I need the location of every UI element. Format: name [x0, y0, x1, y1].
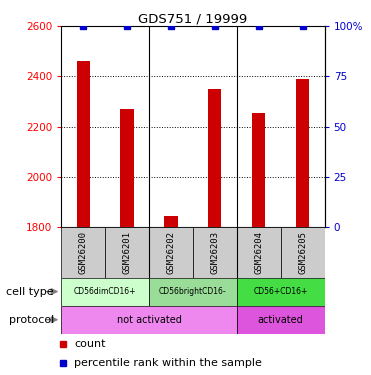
Bar: [76, 62, 90, 227]
Text: protocol: protocol: [9, 315, 54, 325]
Bar: [105, 227, 149, 278]
Bar: [61, 278, 149, 306]
Bar: [296, 79, 309, 227]
Bar: [208, 89, 221, 227]
Bar: [149, 278, 237, 306]
Text: count: count: [74, 339, 106, 349]
Text: GSM26204: GSM26204: [254, 231, 263, 274]
Text: cell type: cell type: [6, 286, 54, 297]
Text: GSM26202: GSM26202: [167, 231, 175, 274]
Bar: [237, 306, 325, 334]
Bar: [281, 227, 325, 278]
Text: CD56+CD16+: CD56+CD16+: [253, 287, 308, 296]
Bar: [252, 113, 265, 227]
Text: CD56dimCD16+: CD56dimCD16+: [74, 287, 137, 296]
Bar: [164, 216, 178, 227]
Text: GSM26200: GSM26200: [79, 231, 88, 274]
Text: GSM26201: GSM26201: [122, 231, 132, 274]
Bar: [193, 227, 237, 278]
Text: activated: activated: [258, 315, 303, 325]
Text: not activated: not activated: [116, 315, 181, 325]
Text: percentile rank within the sample: percentile rank within the sample: [74, 358, 262, 368]
Text: CD56brightCD16-: CD56brightCD16-: [159, 287, 227, 296]
Bar: [121, 109, 134, 227]
Bar: [61, 227, 105, 278]
Bar: [237, 278, 325, 306]
Bar: [149, 227, 193, 278]
Title: GDS751 / 19999: GDS751 / 19999: [138, 12, 247, 25]
Text: GSM26203: GSM26203: [210, 231, 219, 274]
Bar: [61, 306, 237, 334]
Text: GSM26205: GSM26205: [298, 231, 307, 274]
Bar: [237, 227, 281, 278]
